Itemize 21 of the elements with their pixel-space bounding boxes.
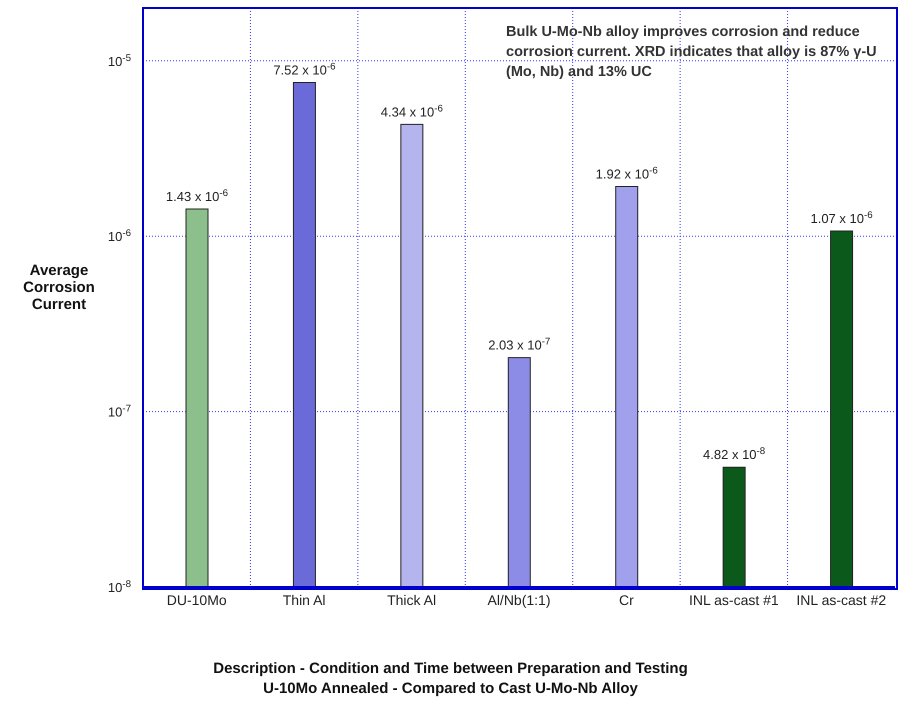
x-tick-label: INL as-cast #2 xyxy=(796,592,886,608)
x-tick-label: Al/Nb(1:1) xyxy=(487,592,551,608)
x-tick-label: Thin Al xyxy=(282,592,326,608)
data-label: 1.43 x 10$^{-6}$ xyxy=(166,187,228,204)
data-label: 1.07 x 10$^{-6}$ xyxy=(810,210,873,226)
data-label: 1.92 x 10$^{-6}$ xyxy=(596,165,658,182)
data-label: 4.34 x 10$^{-6}$ xyxy=(380,102,443,120)
annotation: Bulk U-Mo-Nb alloy improves corrosion and reduce corrosion current. XRD indicates that alloy is 87% γ-U (Mo, Nb) and 13% UC xyxy=(506,23,878,82)
y-tick-label: 10$^{-5}$ xyxy=(108,52,132,69)
x-tick-label: DU-10Mo xyxy=(166,592,227,608)
data-label: 2.03 x 10$^{-7}$ xyxy=(488,336,550,353)
y-tick-label: 10$^{-7}$ xyxy=(108,403,131,420)
x-tick-label: Cr xyxy=(619,592,634,608)
data-label: 7.52 x 10$^{-6}$ xyxy=(273,61,336,78)
y-axis-title: Average Corrosion Current xyxy=(22,262,96,313)
data-label: 4.82 x 10$^{-8}$ xyxy=(703,446,766,462)
x-tick-label: Thick Al xyxy=(387,592,436,608)
x-axis-title: Description - Condition and Time between Preparation and Testing U-10Mo Annealed - Compared to Cast U-Mo-Nb Alloy xyxy=(212,660,689,697)
y-tick-label: 10$^{-8}$ xyxy=(108,578,131,595)
y-tick-label: 10$^{-6}$ xyxy=(108,228,131,244)
x-tick-label: INL as-cast #1 xyxy=(688,592,779,608)
